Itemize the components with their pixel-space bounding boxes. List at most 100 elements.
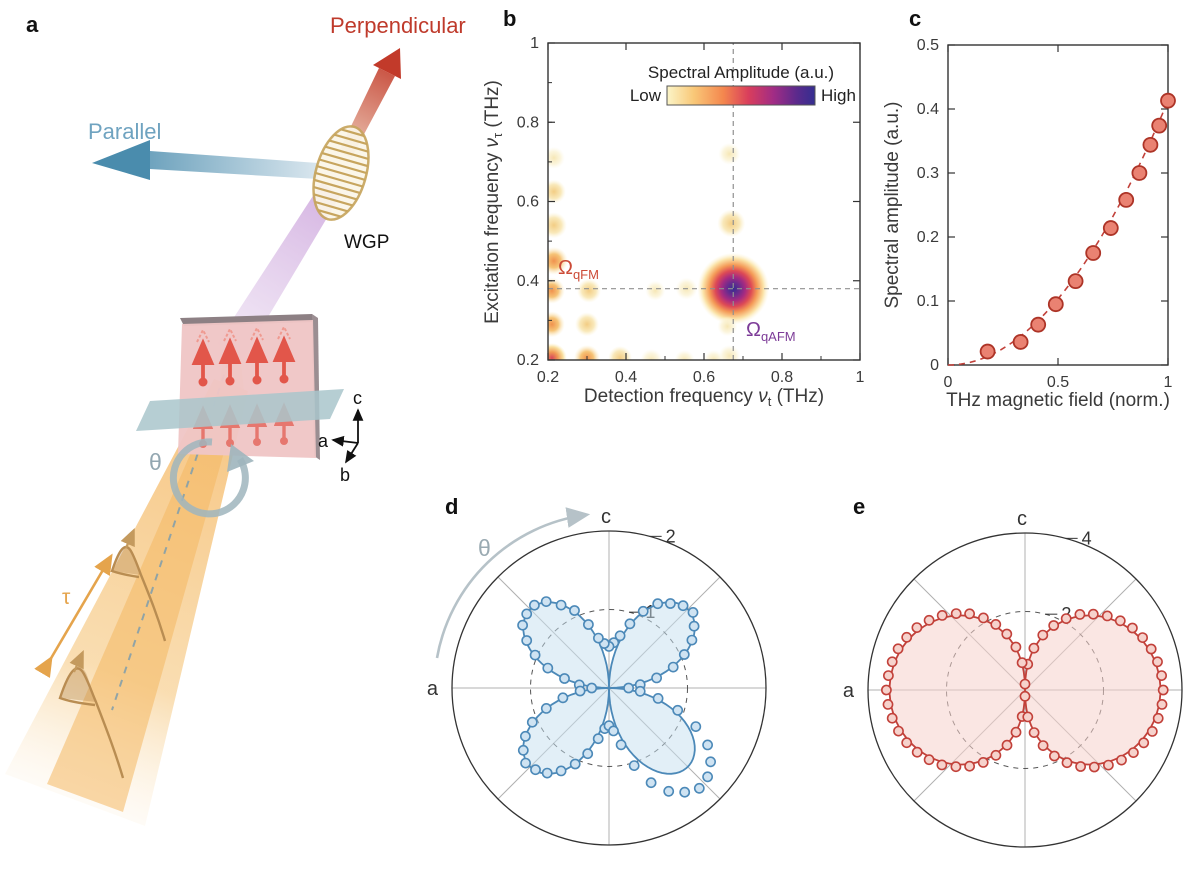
heatmap-peak	[548, 212, 567, 239]
perpendicular-label: Perpendicular	[330, 13, 466, 38]
polar-data-point	[540, 596, 552, 607]
heatmap-peak	[548, 246, 568, 275]
heatmap-peak	[548, 343, 567, 360]
polar-data-point	[886, 712, 898, 724]
polar-data-point	[1037, 740, 1049, 751]
polar-data-point	[702, 739, 713, 751]
heatmap-peak	[548, 146, 565, 169]
data-point	[1102, 220, 1119, 236]
colorbar-title: Spectral Amplitude (a.u.)	[648, 63, 834, 82]
data-point	[979, 343, 996, 360]
theta-rotation-arrow	[169, 438, 254, 518]
polar-data-point	[678, 649, 690, 660]
polar-data-point	[521, 635, 533, 646]
polar-data-point	[677, 600, 689, 612]
panel-a-letter: a	[26, 12, 39, 37]
x-tick-label: 1	[1164, 374, 1173, 391]
polar-data-point	[555, 599, 567, 611]
polar-data-point	[687, 607, 699, 618]
ring-tick-label: 2	[666, 526, 676, 546]
polar-data-point	[892, 643, 904, 655]
data-point	[1012, 334, 1029, 350]
y-tick-label: 0.2	[917, 229, 939, 246]
polar-data-point	[990, 749, 1002, 761]
y-tick-label: 0	[930, 357, 939, 374]
ring-tick-label: 4	[1082, 528, 1092, 548]
y-tick-label: 0.4	[517, 273, 539, 290]
polar-data-point	[1001, 628, 1013, 640]
polar-data-point	[1001, 739, 1013, 751]
x-tick-label: 0	[944, 374, 953, 391]
polar-axis-a-label: a	[427, 678, 439, 700]
polar-data-point	[1152, 656, 1163, 668]
polar-data-point	[1016, 657, 1028, 669]
polar-data-point	[1037, 629, 1049, 641]
cut-plane	[136, 389, 344, 431]
polar-data-point	[881, 684, 892, 696]
polar-data-point	[520, 757, 531, 769]
polar-data-point	[1048, 620, 1060, 631]
polar-data-point	[964, 608, 975, 620]
polar-axis-a-label: a	[843, 680, 855, 702]
polar-data-point	[663, 785, 675, 797]
heatmap-peak	[717, 316, 738, 337]
heatmap-peak	[548, 179, 566, 204]
polar-data-point	[665, 598, 676, 609]
x-tick-label: 0.5	[1047, 374, 1069, 391]
polar-data-point	[517, 744, 529, 756]
polar-data-point	[688, 620, 700, 632]
heatmap-peak	[548, 311, 565, 338]
polar-data-point	[936, 759, 948, 771]
y-tick-label: 0.2	[517, 352, 539, 369]
polar-data-point	[530, 764, 541, 776]
polar-data-point	[667, 661, 679, 673]
panel-e-letter: e	[853, 494, 865, 519]
polar-data-point	[592, 733, 604, 745]
polar-ring-inner	[530, 609, 688, 767]
data-point	[1142, 136, 1159, 153]
polar-axis-c-label: c	[1017, 508, 1027, 530]
polar-data-point	[901, 737, 913, 749]
polar-data-point	[1152, 712, 1164, 724]
polar-data-point	[557, 692, 569, 704]
polar-data-point	[1010, 726, 1022, 738]
polar-data-point	[882, 699, 894, 710]
tau-arrow	[34, 553, 113, 679]
polar-data-point	[705, 756, 716, 768]
polar-data-point	[529, 599, 540, 611]
polar-data-point	[1075, 761, 1086, 772]
polar-data-point	[901, 631, 913, 643]
heatmap-peak	[697, 252, 770, 325]
data-point	[1047, 296, 1064, 313]
polar-data-point	[672, 704, 684, 716]
polar-data-point	[569, 758, 581, 770]
y-tick-label: 0.4	[917, 101, 939, 118]
polar-data-point	[628, 760, 640, 771]
axis-a-label: a	[318, 431, 329, 451]
y-tick-label: 0.1	[917, 293, 939, 310]
polar-data-point	[652, 693, 664, 704]
polar-data-point	[529, 649, 541, 661]
panel-c-xlabel: THz magnetic field (norm.)	[946, 390, 1170, 411]
polar-data-point	[569, 605, 580, 616]
polar-data-point	[1138, 737, 1150, 749]
panel-d-letter: d	[445, 494, 458, 519]
polar-data-point	[583, 619, 594, 630]
polar-data-point	[1074, 609, 1086, 620]
polar-data-point	[702, 771, 713, 783]
tau-label: τ	[62, 586, 71, 609]
polar-axis-c-label: c	[601, 506, 611, 528]
x-tick-label: 0.4	[615, 369, 637, 386]
x-tick-label: 0.2	[537, 369, 559, 386]
panel-c-ylabel: Spectral amplitude (a.u.)	[882, 102, 903, 309]
polar-data-point	[652, 598, 664, 610]
panel-a-schematic: a τ	[5, 12, 466, 826]
polar-data-point	[526, 716, 538, 728]
polar-data-point	[950, 761, 962, 773]
polar-data-point	[886, 656, 898, 668]
theta-sweep-arrow	[435, 507, 591, 659]
polar-data-point	[936, 610, 948, 621]
spins-top-row	[191, 324, 296, 387]
polar-data-point	[582, 748, 594, 760]
polar-data-point	[1157, 684, 1169, 696]
